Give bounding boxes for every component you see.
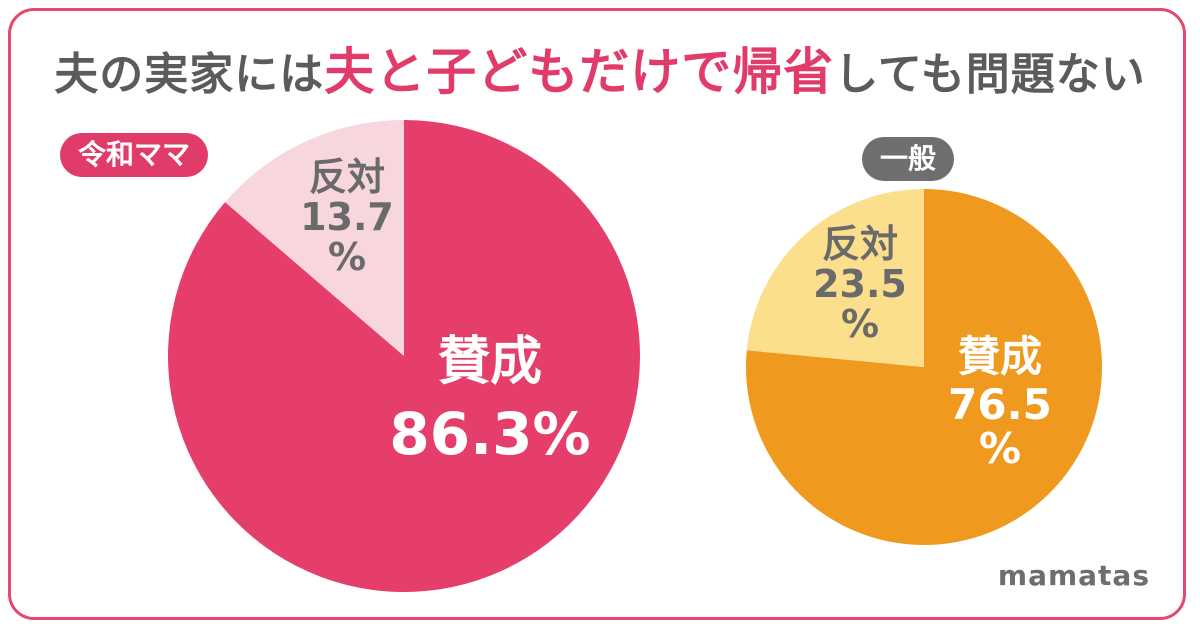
reiwa-disagree-label: 反対 13.7 %: [282, 155, 412, 279]
reiwa-disagree-value: 13.7: [300, 194, 394, 239]
title-highlight: 夫と子どもだけで帰省: [324, 43, 835, 101]
reiwa-agree-name: 賛成: [437, 332, 542, 392]
reiwa-disagree-unit: %: [327, 234, 367, 279]
page-title: 夫の実家には夫と子どもだけで帰省しても問題ない: [0, 42, 1200, 105]
pie-slice-general-disagree: [746, 189, 924, 367]
pie-slice-general-agree: [746, 189, 1103, 545]
general-agree-value: 76.5: [948, 380, 1052, 430]
title-part-1: 夫の実家には: [54, 49, 325, 100]
title-part-2: しても問題ない: [834, 49, 1146, 100]
reiwa-disagree-name: 反対: [308, 155, 385, 199]
general-agree-name: 賛成: [957, 332, 1042, 381]
reiwa-agree-label: 賛成 86.3%: [380, 335, 600, 464]
reiwa-agree-value: 86.3%: [389, 399, 591, 468]
group-badge-reiwa: 令和ママ: [60, 133, 209, 177]
pie-slice-reiwa-agree: [168, 119, 641, 592]
general-disagree-unit: %: [840, 301, 880, 346]
general-disagree-value: 23.5: [813, 261, 907, 306]
brand-logo: mamatas: [997, 559, 1150, 592]
general-agree-unit: %: [978, 424, 1022, 474]
group-badge-general: 一般: [862, 137, 955, 181]
general-disagree-label: 反対 23.5 %: [795, 222, 925, 346]
general-agree-label: 賛成 76.5 %: [930, 332, 1070, 474]
pie-slice-reiwa-disagree: [225, 120, 404, 356]
general-disagree-name: 反対: [821, 222, 898, 266]
